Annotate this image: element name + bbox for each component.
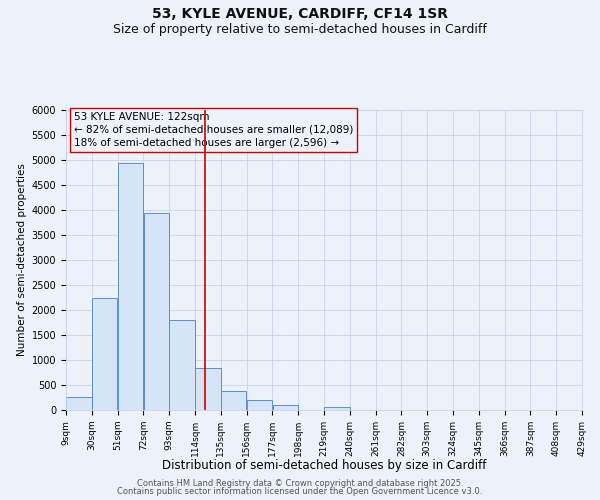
Text: 53 KYLE AVENUE: 122sqm
← 82% of semi-detached houses are smaller (12,089)
18% of: 53 KYLE AVENUE: 122sqm ← 82% of semi-det… <box>74 112 353 148</box>
Bar <box>143 212 169 410</box>
Bar <box>92 298 118 410</box>
Bar <box>66 396 92 410</box>
Bar <box>247 400 272 410</box>
Bar <box>221 391 247 410</box>
Bar <box>324 407 350 410</box>
Bar <box>118 162 143 410</box>
Bar <box>169 320 195 410</box>
Bar <box>195 368 221 410</box>
Text: Contains public sector information licensed under the Open Government Licence v3: Contains public sector information licen… <box>118 487 482 496</box>
Bar <box>272 405 298 410</box>
Y-axis label: Number of semi-detached properties: Number of semi-detached properties <box>17 164 28 356</box>
X-axis label: Distribution of semi-detached houses by size in Cardiff: Distribution of semi-detached houses by … <box>162 459 486 472</box>
Text: Contains HM Land Registry data © Crown copyright and database right 2025.: Contains HM Land Registry data © Crown c… <box>137 478 463 488</box>
Text: Size of property relative to semi-detached houses in Cardiff: Size of property relative to semi-detach… <box>113 22 487 36</box>
Text: 53, KYLE AVENUE, CARDIFF, CF14 1SR: 53, KYLE AVENUE, CARDIFF, CF14 1SR <box>152 8 448 22</box>
